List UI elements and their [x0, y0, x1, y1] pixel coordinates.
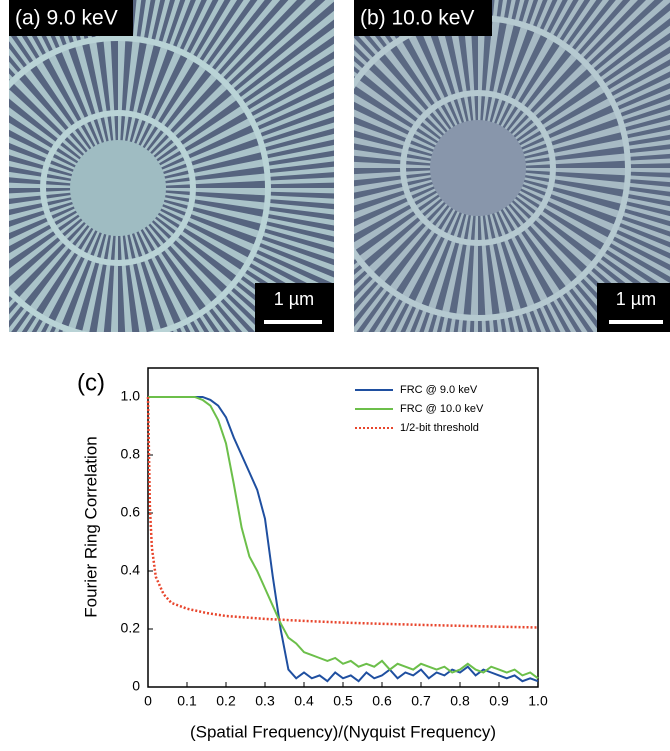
spoke [511, 314, 580, 578]
y-tick-label: 0.6 [121, 504, 141, 520]
spoke [0, 328, 67, 584]
spoke [0, 280, 2, 454]
spoke [447, 318, 471, 588]
legend-label: FRC @ 9.0 keV [400, 384, 478, 396]
x-axis-label: (Spatial Frequency)/(Nyquist Frequency) [190, 722, 496, 741]
x-tick-label: 0.9 [489, 693, 509, 709]
spoke [552, 297, 670, 534]
series-line [148, 397, 538, 681]
y-tick-label: 0.8 [121, 446, 141, 462]
x-tick-label: 0.1 [177, 693, 197, 709]
spoke [518, 312, 600, 573]
spoke [489, 317, 519, 587]
spoke [0, 306, 29, 525]
core [70, 140, 166, 236]
spoke [0, 302, 23, 513]
panel-label: (b) 10.0 keV [360, 7, 474, 30]
spoke [386, 314, 449, 580]
panel-label: (c) [77, 369, 105, 396]
spoke [6, 333, 82, 596]
spoke [0, 322, 54, 568]
spoke [136, 336, 179, 604]
scale-label: 1 µm [616, 289, 656, 309]
spoke [0, 315, 41, 549]
core [430, 120, 526, 216]
x-tick-label: 0.8 [450, 693, 470, 709]
figure: (a) 9.0 keV (b) 10.0 keV 1 µm 1 µm (c) (… [0, 0, 670, 746]
spoke [468, 318, 478, 588]
spoke [0, 0, 4, 93]
spoke [158, 332, 240, 593]
spoke [525, 309, 619, 567]
spoke [545, 300, 670, 543]
spoke [327, 308, 428, 564]
spoke [406, 316, 456, 584]
series-line [148, 397, 538, 678]
spoke [204, 309, 368, 532]
spoke [427, 317, 464, 586]
x-tick-label: 0.3 [255, 693, 275, 709]
x-tick-label: 0.7 [411, 693, 431, 709]
spoke [504, 315, 560, 582]
spoke [346, 310, 434, 570]
spoke [0, 330, 74, 590]
scale-label: 1 µm [274, 289, 314, 309]
panel-label: (a) 9.0 keV [15, 7, 118, 30]
spoke [496, 316, 539, 584]
y-tick-label: 0 [132, 678, 140, 694]
x-tick-label: 1.0 [528, 693, 548, 709]
series-line [148, 397, 538, 628]
spoke [0, 311, 35, 538]
x-tick-label: 0.5 [333, 693, 353, 709]
spoke [0, 286, 7, 470]
legend-label: FRC @ 10.0 keV [400, 403, 484, 415]
plot-frame [148, 368, 538, 687]
x-tick-label: 0.6 [372, 693, 392, 709]
spoke [271, 299, 407, 539]
spoke [185, 320, 316, 563]
spoke [172, 327, 279, 580]
spoke [532, 307, 639, 560]
spoke [108, 338, 118, 608]
legend-label: 1/2-bit threshold [400, 422, 479, 434]
spoke [539, 304, 658, 552]
spoke [482, 318, 499, 588]
y-tick-label: 1.0 [121, 388, 141, 404]
x-tick-label: 0 [144, 693, 152, 709]
spoke [144, 335, 200, 602]
spoke [366, 313, 442, 576]
spoke [151, 334, 220, 598]
spoke [0, 319, 47, 559]
y-axis-label: Fourier Ring Correlation [81, 436, 100, 617]
spoke [289, 302, 414, 548]
spoke [210, 304, 384, 519]
x-tick-label: 0.2 [216, 693, 236, 709]
spoke [192, 317, 334, 554]
spoke [0, 0, 9, 87]
x-tick-label: 0.4 [294, 693, 314, 709]
y-tick-label: 0.4 [121, 562, 141, 578]
spoke [0, 325, 61, 576]
y-tick-label: 0.2 [121, 620, 141, 636]
